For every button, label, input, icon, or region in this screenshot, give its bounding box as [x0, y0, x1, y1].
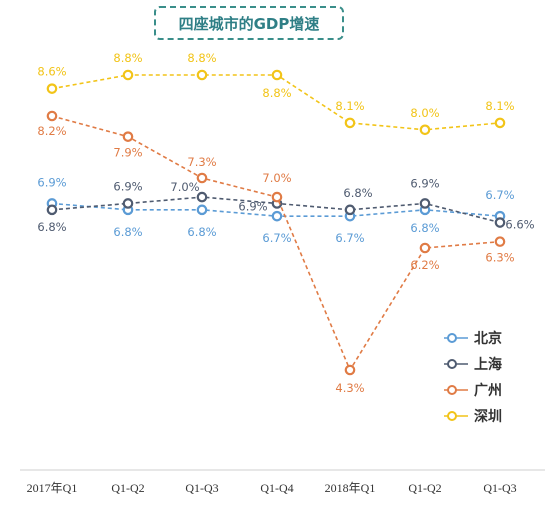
data-label: 6.8% [187, 225, 216, 239]
data-point [419, 124, 431, 136]
data-point [271, 210, 283, 222]
data-point [46, 204, 58, 216]
data-label: 6.6% [505, 218, 534, 232]
data-label: 8.6% [37, 65, 66, 79]
data-point [196, 69, 208, 81]
x-tick-label: Q1-Q3 [483, 481, 516, 495]
legend-marker [447, 333, 457, 343]
x-tick-label: Q1-Q2 [408, 481, 441, 495]
legend-label: 广州 [474, 382, 502, 399]
data-label: 8.1% [485, 99, 514, 113]
data-point [344, 117, 356, 129]
x-tick-label: Q1-Q4 [260, 481, 293, 495]
data-label: 8.8% [113, 51, 142, 65]
x-tick-label: 2017年Q1 [27, 481, 78, 495]
data-point [46, 110, 58, 122]
data-point [122, 69, 134, 81]
data-label: 6.8% [410, 221, 439, 235]
data-label: 7.3% [187, 155, 216, 169]
data-point [196, 204, 208, 216]
data-label: 6.7% [335, 231, 364, 245]
data-label: 6.7% [485, 188, 514, 202]
legend-marker [447, 385, 457, 395]
x-tick-label: 2018年Q1 [325, 481, 376, 495]
legend-marker [447, 411, 457, 421]
chart-title: 四座城市的GDP增速 [154, 6, 344, 40]
data-label: 7.0% [262, 171, 291, 185]
data-label: 6.9% [238, 199, 267, 213]
data-label: 6.2% [410, 258, 439, 272]
data-point [46, 83, 58, 94]
data-label: 8.0% [410, 106, 439, 120]
data-label: 6.9% [113, 179, 142, 193]
data-label: 6.9% [37, 175, 66, 189]
data-label: 8.8% [262, 86, 291, 100]
data-point [196, 172, 208, 184]
data-point [494, 117, 506, 129]
data-label: 7.0% [170, 180, 199, 194]
data-point [122, 131, 134, 142]
data-label: 7.9% [113, 146, 142, 160]
data-label: 6.8% [343, 186, 372, 200]
data-label-layer: 6.9% 6.8% 6.8% 6.7% 6.7% 6.8% 6.7% 6.8% 6.9% 7.0%… [37, 51, 534, 395]
data-label: 8.8% [187, 51, 216, 65]
series-layer [46, 69, 506, 376]
data-point [494, 236, 506, 247]
legend-label: 上海 [474, 356, 502, 373]
x-tick-label: Q1-Q3 [185, 481, 218, 495]
series-line-4 [51, 74, 501, 131]
data-label: 6.8% [37, 220, 66, 234]
data-label: 6.9% [410, 176, 439, 190]
data-point [419, 242, 431, 254]
data-point [344, 364, 356, 376]
data-point [271, 69, 283, 81]
data-point [419, 198, 431, 209]
x-tick-label: Q1-Q2 [111, 481, 144, 495]
data-label: 6.7% [262, 231, 291, 245]
data-point [344, 204, 356, 216]
data-point [271, 191, 283, 203]
data-point [494, 217, 506, 228]
data-point [196, 191, 208, 203]
data-label: 8.1% [335, 99, 364, 113]
data-label: 6.8% [113, 225, 142, 239]
x-tick-layer: 2017年Q1 Q1-Q2 Q1-Q3 Q1-Q4 2018年Q1 Q1-Q2 Q1-Q3 [27, 481, 517, 495]
data-label: 8.2% [37, 124, 66, 138]
data-label: 4.3% [335, 381, 364, 395]
legend-label: 北京 [474, 330, 502, 347]
data-point [122, 198, 134, 209]
data-label: 6.3% [485, 251, 514, 265]
legend-marker [447, 359, 457, 369]
legend-label: 深圳 [474, 408, 502, 425]
